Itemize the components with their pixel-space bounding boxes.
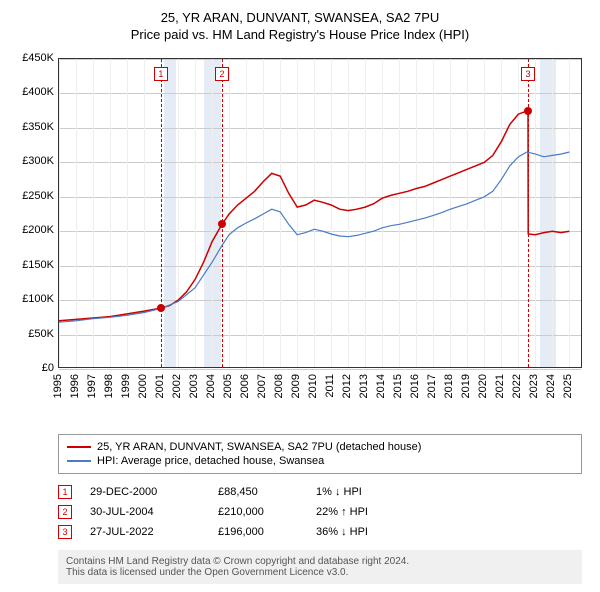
x-tick-label: 2012 xyxy=(341,374,353,398)
footer: Contains HM Land Registry data © Crown c… xyxy=(58,550,582,584)
legend-row: HPI: Average price, detached house, Swan… xyxy=(67,455,573,467)
x-tick-label: 2014 xyxy=(375,374,387,398)
x-tick-label: 2011 xyxy=(324,374,336,398)
row-date: 29-DEC-2000 xyxy=(90,486,200,498)
y-tick-label: £0 xyxy=(8,362,54,374)
y-tick-label: £350K xyxy=(8,121,54,133)
table-row: 2 30-JUL-2004 £210,000 22% ↑ HPI xyxy=(58,502,582,522)
y-tick-label: £300K xyxy=(8,155,54,167)
legend-label: HPI: Average price, detached house, Swan… xyxy=(97,455,324,467)
titles: 25, YR ARAN, DUNVANT, SWANSEA, SA2 7PU P… xyxy=(8,10,592,42)
legend-label: 25, YR ARAN, DUNVANT, SWANSEA, SA2 7PU (… xyxy=(97,441,421,453)
series-price_paid xyxy=(59,111,569,321)
x-tick-label: 2024 xyxy=(545,374,557,398)
row-pct: 22% ↑ HPI xyxy=(316,506,416,518)
x-tick-label: 2003 xyxy=(188,374,200,398)
x-tick-label: 2008 xyxy=(273,374,285,398)
y-tick-label: £250K xyxy=(8,190,54,202)
row-price: £196,000 xyxy=(218,526,298,538)
y-tick-label: £400K xyxy=(8,86,54,98)
legend-swatch xyxy=(67,446,91,448)
chart-container: 25, YR ARAN, DUNVANT, SWANSEA, SA2 7PU P… xyxy=(0,0,600,592)
x-tick-label: 2020 xyxy=(477,374,489,398)
x-tick-label: 2015 xyxy=(392,374,404,398)
x-tick-label: 2018 xyxy=(443,374,455,398)
x-tick-label: 1995 xyxy=(52,374,64,398)
transaction-flag: 1 xyxy=(154,67,168,81)
y-tick-label: £450K xyxy=(8,52,54,64)
transaction-marker xyxy=(524,107,532,115)
table-row: 3 27-JUL-2022 £196,000 36% ↓ HPI xyxy=(58,522,582,542)
transaction-marker xyxy=(218,220,226,228)
transaction-marker xyxy=(157,304,165,312)
transactions-table: 1 29-DEC-2000 £88,450 1% ↓ HPI 2 30-JUL-2004 £… xyxy=(58,482,582,542)
row-pct: 36% ↓ HPI xyxy=(316,526,416,538)
series-hpi xyxy=(59,152,569,322)
h-gridline xyxy=(59,369,581,370)
y-tick-label: £100K xyxy=(8,293,54,305)
y-tick-label: £50K xyxy=(8,328,54,340)
footer-line-2: This data is licensed under the Open Gov… xyxy=(66,567,574,578)
title-subtitle: Price paid vs. HM Land Registry's House … xyxy=(8,27,592,42)
x-tick-label: 2007 xyxy=(256,374,268,398)
x-tick-label: 2013 xyxy=(358,374,370,398)
footer-line-1: Contains HM Land Registry data © Crown c… xyxy=(66,556,574,567)
x-tick-label: 2001 xyxy=(154,374,166,398)
x-tick-label: 2010 xyxy=(307,374,319,398)
x-tick-label: 1996 xyxy=(69,374,81,398)
row-price: £88,450 xyxy=(218,486,298,498)
x-tick-label: 2005 xyxy=(222,374,234,398)
x-tick-label: 2016 xyxy=(409,374,421,398)
title-address: 25, YR ARAN, DUNVANT, SWANSEA, SA2 7PU xyxy=(8,10,592,25)
x-tick-label: 2017 xyxy=(426,374,438,398)
transaction-flag: 2 xyxy=(215,67,229,81)
row-pct: 1% ↓ HPI xyxy=(316,486,416,498)
plot-area: 1 2 3 xyxy=(58,58,582,368)
series-lines xyxy=(59,59,583,369)
legend: 25, YR ARAN, DUNVANT, SWANSEA, SA2 7PU (… xyxy=(58,434,582,474)
x-tick-label: 2022 xyxy=(511,374,523,398)
x-tick-label: 1997 xyxy=(86,374,98,398)
x-tick-label: 2009 xyxy=(290,374,302,398)
legend-row: 25, YR ARAN, DUNVANT, SWANSEA, SA2 7PU (… xyxy=(67,441,573,453)
transaction-flag: 3 xyxy=(521,67,535,81)
chart: 1 2 3 £0 £50K £100K £150K £200K £250K £300K £350K… xyxy=(8,48,592,428)
row-flag: 1 xyxy=(58,485,72,499)
row-date: 27-JUL-2022 xyxy=(90,526,200,538)
x-tick-label: 2006 xyxy=(239,374,251,398)
y-tick-label: £150K xyxy=(8,259,54,271)
y-tick-label: £200K xyxy=(8,224,54,236)
x-tick-label: 1998 xyxy=(103,374,115,398)
x-tick-label: 2021 xyxy=(494,374,506,398)
x-tick-label: 2019 xyxy=(460,374,472,398)
table-row: 1 29-DEC-2000 £88,450 1% ↓ HPI xyxy=(58,482,582,502)
x-tick-label: 2004 xyxy=(205,374,217,398)
row-price: £210,000 xyxy=(218,506,298,518)
row-flag: 3 xyxy=(58,525,72,539)
row-flag: 2 xyxy=(58,505,72,519)
x-tick-label: 2023 xyxy=(528,374,540,398)
x-tick-label: 1999 xyxy=(120,374,132,398)
row-date: 30-JUL-2004 xyxy=(90,506,200,518)
x-tick-label: 2000 xyxy=(137,374,149,398)
legend-swatch xyxy=(67,460,91,462)
x-tick-label: 2002 xyxy=(171,374,183,398)
x-tick-label: 2025 xyxy=(562,374,574,398)
